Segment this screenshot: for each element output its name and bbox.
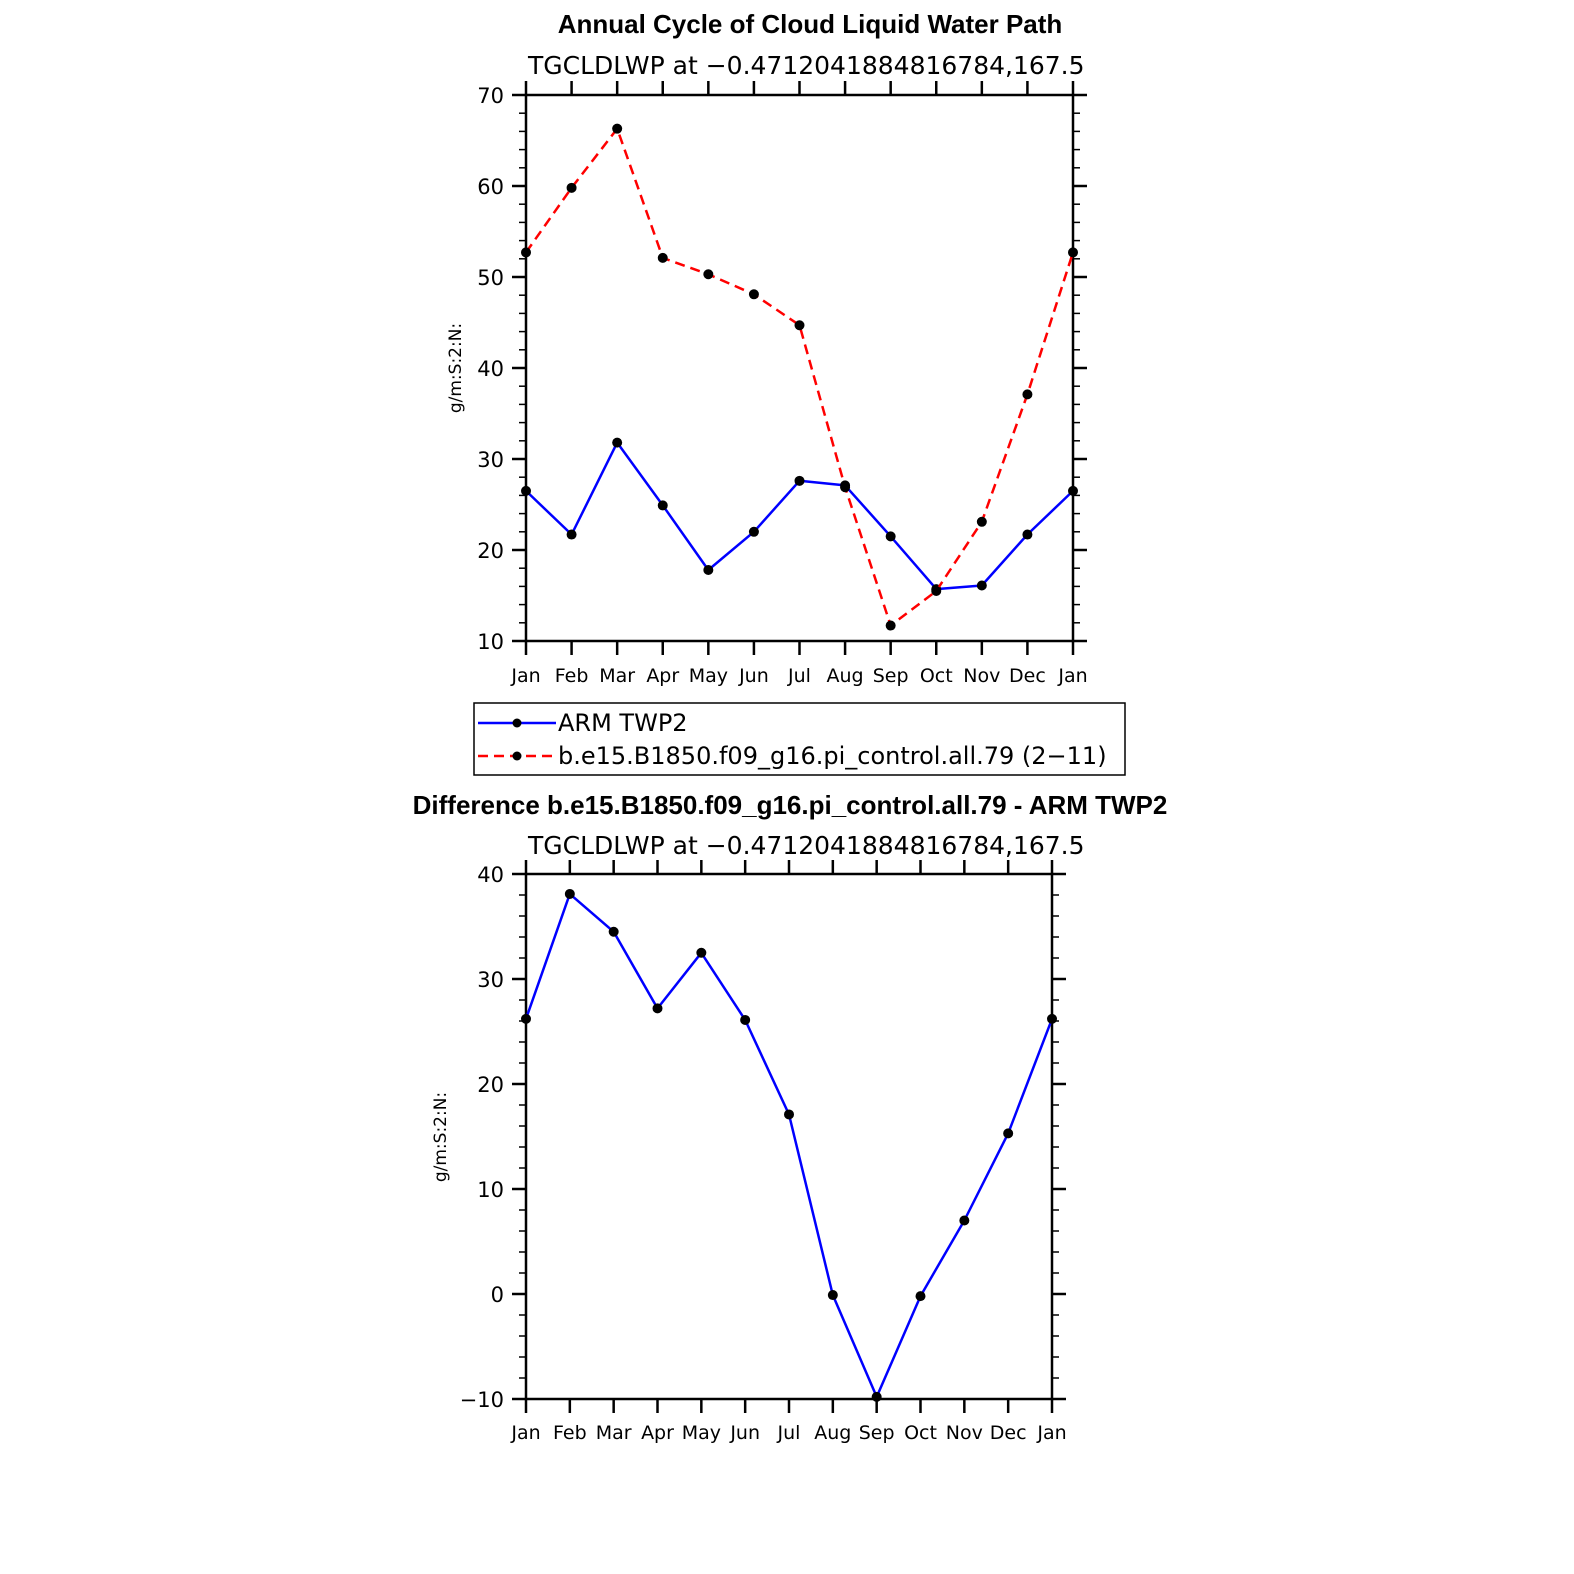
chart1-series-1-point bbox=[1022, 529, 1033, 540]
chart2-series-1-line bbox=[524, 892, 1054, 1399]
chart1-xtick-label: Nov bbox=[963, 665, 1000, 687]
chart2-series-1-point bbox=[608, 926, 619, 937]
chart2-title: Difference b.e15.B1850.f09_g16.pi_contro… bbox=[413, 790, 1168, 820]
chart2-ylabel: g/m:S:2:N: bbox=[431, 1092, 451, 1182]
chart2-xtick-label: Jul bbox=[777, 1422, 801, 1444]
chart1-xtick-label: Oct bbox=[920, 665, 953, 687]
chart2-ytick-label: 0 bbox=[491, 1283, 504, 1307]
chart1-series-2-line bbox=[524, 127, 1075, 627]
chart1-series-1-point bbox=[794, 475, 805, 486]
chart1-ytick-label: 60 bbox=[477, 175, 504, 199]
chart2-xtick-label: Oct bbox=[904, 1422, 937, 1444]
chart2-series-1-point bbox=[871, 1391, 882, 1402]
chart2-xtick-label: May bbox=[682, 1422, 721, 1444]
legend-label-model: b.e15.B1850.f09_g16.pi_control.all.79 (2… bbox=[558, 742, 1107, 770]
chart2-xtick-label: Dec bbox=[990, 1422, 1027, 1444]
chart2-series-1-point bbox=[1047, 1013, 1057, 1024]
chart1-series-2-point bbox=[703, 269, 714, 280]
chart1-ytick-label: 30 bbox=[477, 448, 504, 472]
chart1-xtick-label: Jan bbox=[510, 665, 540, 687]
chart2-series-1-point bbox=[827, 1290, 838, 1301]
chart2-ytick-label: 20 bbox=[477, 1073, 504, 1097]
chart2-series-1-point bbox=[959, 1215, 970, 1226]
chart2-xtick-label: Nov bbox=[946, 1422, 983, 1444]
chart1-frame bbox=[524, 93, 1075, 643]
chart1-series-1-point bbox=[657, 500, 668, 511]
chart2-xtick-label: Apr bbox=[641, 1422, 674, 1444]
chart1-series-1-point bbox=[612, 437, 623, 448]
chart1-xtick-label: Feb bbox=[555, 665, 589, 687]
chart1-series-2-point bbox=[1068, 247, 1078, 258]
chart2-series-1-point bbox=[915, 1291, 926, 1302]
chart1-series-2-point bbox=[748, 289, 759, 300]
chart2-xtick-label: Sep bbox=[859, 1422, 895, 1444]
chart1-series-2-point bbox=[1022, 389, 1033, 400]
chart2-series-1-point bbox=[521, 1013, 531, 1024]
chart1-subtitle: TGCLDLWP at −0.4712041884816784,167.5 bbox=[527, 51, 1085, 80]
chart1-series-1-point bbox=[566, 529, 577, 540]
chart1-xtick-label: Sep bbox=[873, 665, 909, 687]
chart2-xtick-label: Feb bbox=[553, 1422, 587, 1444]
chart1-series-1-line bbox=[525, 441, 1074, 591]
chart1-ytick-label: 50 bbox=[477, 266, 504, 290]
chart2-series-1-point bbox=[784, 1109, 794, 1120]
chart1-series-1-point bbox=[1068, 485, 1078, 496]
legend-marker-model bbox=[512, 751, 522, 761]
chart1-xtick-label: Mar bbox=[599, 665, 635, 687]
chart2-ytick-label: −10 bbox=[460, 1388, 504, 1412]
chart1-series-2-point bbox=[566, 182, 577, 193]
chart2-series-1-point bbox=[564, 888, 575, 899]
chart1-xtick-label: Jul bbox=[787, 665, 811, 687]
chart1-title: Annual Cycle of Cloud Liquid Water Path bbox=[558, 9, 1063, 39]
chart1-ytick-label: 10 bbox=[477, 630, 504, 654]
chart2-xtick-label: Mar bbox=[596, 1422, 632, 1444]
chart1-xtick-label: Dec bbox=[1009, 665, 1046, 687]
chart2-series-1-point bbox=[740, 1014, 751, 1025]
chart2-ytick-label: 10 bbox=[477, 1178, 504, 1202]
chart1-xtick-label: Jun bbox=[738, 665, 769, 687]
chart1-xtick-label: Apr bbox=[646, 665, 679, 687]
chart1-xtick-label: May bbox=[689, 665, 728, 687]
chart2-ytick-label: 40 bbox=[477, 863, 504, 887]
chart1-series-2-point bbox=[976, 516, 987, 527]
chart1-ytick-label: 20 bbox=[477, 539, 504, 563]
chart2-ytick-label: 30 bbox=[477, 968, 504, 992]
chart1-series-2-point bbox=[794, 320, 805, 331]
chart1-series-1-point bbox=[703, 565, 714, 576]
chart1-plot: 10 20 30 40 50 60 70 Jan Feb Mar Apr May Jun Jul Aug Se… bbox=[446, 81, 1088, 687]
chart1-ytick-label: 40 bbox=[477, 357, 504, 381]
chart1-ytick-label: 70 bbox=[477, 84, 504, 108]
chart2-series-1-point bbox=[696, 947, 707, 958]
chart2-frame bbox=[524, 872, 1054, 1401]
chart1-series-1-point bbox=[748, 526, 759, 537]
legend-marker-arm bbox=[512, 718, 522, 728]
chart1-series-2-point bbox=[657, 252, 668, 263]
chart2-xtick-label: Jan bbox=[510, 1422, 540, 1444]
chart1-series-2-point bbox=[931, 585, 942, 596]
chart2-series-1-point bbox=[652, 1003, 663, 1014]
chart1-series-1-point bbox=[976, 580, 987, 591]
legend-box bbox=[473, 702, 1126, 776]
chart1-series-1-point bbox=[521, 485, 531, 496]
chart1-xtick-label: Aug bbox=[827, 665, 864, 687]
chart1-ylabel: g/m:S:2:N: bbox=[446, 323, 466, 413]
chart1-legend: ARM TWP2 b.e15.B1850.f09_g16.pi_control.… bbox=[473, 702, 1126, 776]
chart2-xtick-label: Jan bbox=[1036, 1422, 1066, 1444]
chart1-xtick-label: Jan bbox=[1057, 665, 1087, 687]
chart2-xtick-label: Aug bbox=[814, 1422, 851, 1444]
chart2-subtitle: TGCLDLWP at −0.4712041884816784,167.5 bbox=[527, 831, 1085, 860]
chart1-series-2-point bbox=[612, 123, 623, 134]
chart1-series-2-point bbox=[840, 482, 851, 493]
chart1-series-2-point bbox=[885, 620, 896, 631]
chart1-series-1-point bbox=[885, 531, 896, 542]
legend-label-arm: ARM TWP2 bbox=[558, 709, 688, 737]
chart2-series-1-point bbox=[1003, 1128, 1014, 1139]
chart2-plot: −10 0 10 20 30 40 Jan Feb Mar Apr May Jun Jul Aug Sep O… bbox=[431, 860, 1067, 1444]
chart1-series-2-point bbox=[521, 247, 531, 258]
chart2-xtick-label: Jun bbox=[729, 1422, 760, 1444]
